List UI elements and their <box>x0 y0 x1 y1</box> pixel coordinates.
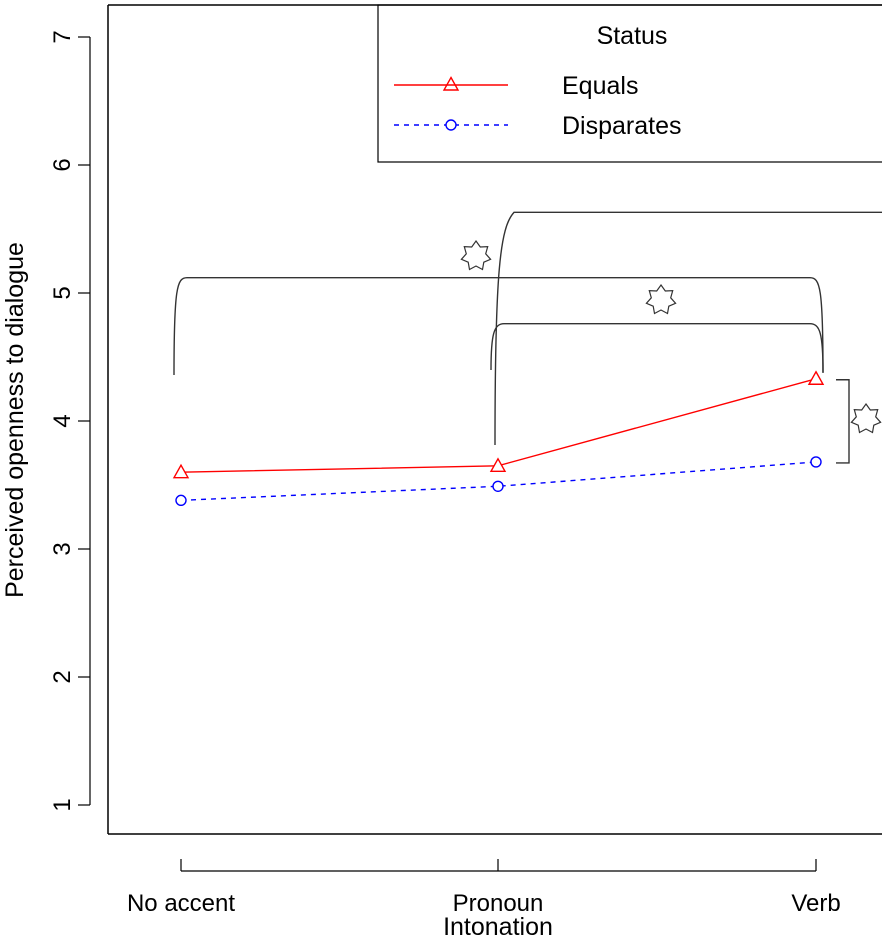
legend-box <box>377 4 882 163</box>
x-axis: No accent Pronoun Verb Intonation <box>127 859 841 941</box>
y-tick-label: 7 <box>49 30 76 43</box>
y-axis: 1 2 3 4 5 6 7 Perceived openness to dialogue <box>1 30 91 812</box>
data-point-equals <box>489 457 507 472</box>
legend-equals-label: Equals <box>562 72 638 100</box>
bracket-pronoun-verb <box>490 323 824 373</box>
x-tick-label: Verb <box>791 890 840 917</box>
y-tick-label: 3 <box>49 542 76 555</box>
y-tick-label: 5 <box>49 286 76 299</box>
bracket-equals-disparates-verb <box>836 379 850 464</box>
significance-star-icon <box>460 239 492 271</box>
data-point-disparates <box>810 456 822 468</box>
significance-star-icon <box>850 402 882 434</box>
data-point-disparates <box>175 494 187 507</box>
x-axis-title: Intonation <box>443 913 553 941</box>
legend-title: Status <box>597 22 668 50</box>
legend: Status Equals Disparates <box>377 4 882 163</box>
x-tick-label: No accent <box>127 890 235 917</box>
x-tick-label: Pronoun <box>453 890 544 917</box>
legend-equals-marker <box>442 76 460 91</box>
y-tick-label: 4 <box>49 414 76 427</box>
y-tick-label: 2 <box>49 670 76 683</box>
y-tick-label: 1 <box>49 798 76 811</box>
y-tick-label: 6 <box>49 158 76 171</box>
data-point-equals <box>807 370 825 385</box>
annotation-layer <box>173 211 882 464</box>
bracket-pronoun-outer <box>494 211 882 446</box>
legend-disparates-marker <box>445 119 457 131</box>
series-layer <box>172 370 825 507</box>
data-point-equals <box>172 463 190 479</box>
y-ticks: 1 2 3 4 5 6 7 <box>49 30 90 812</box>
legend-disparates-label: Disparates <box>562 112 682 140</box>
y-axis-title: Perceived openness to dialogue <box>1 242 29 598</box>
series-line-equals <box>180 378 817 473</box>
data-point-disparates <box>492 480 504 492</box>
significance-star-icon <box>645 283 677 315</box>
x-ticks: No accent Pronoun Verb <box>127 859 841 917</box>
